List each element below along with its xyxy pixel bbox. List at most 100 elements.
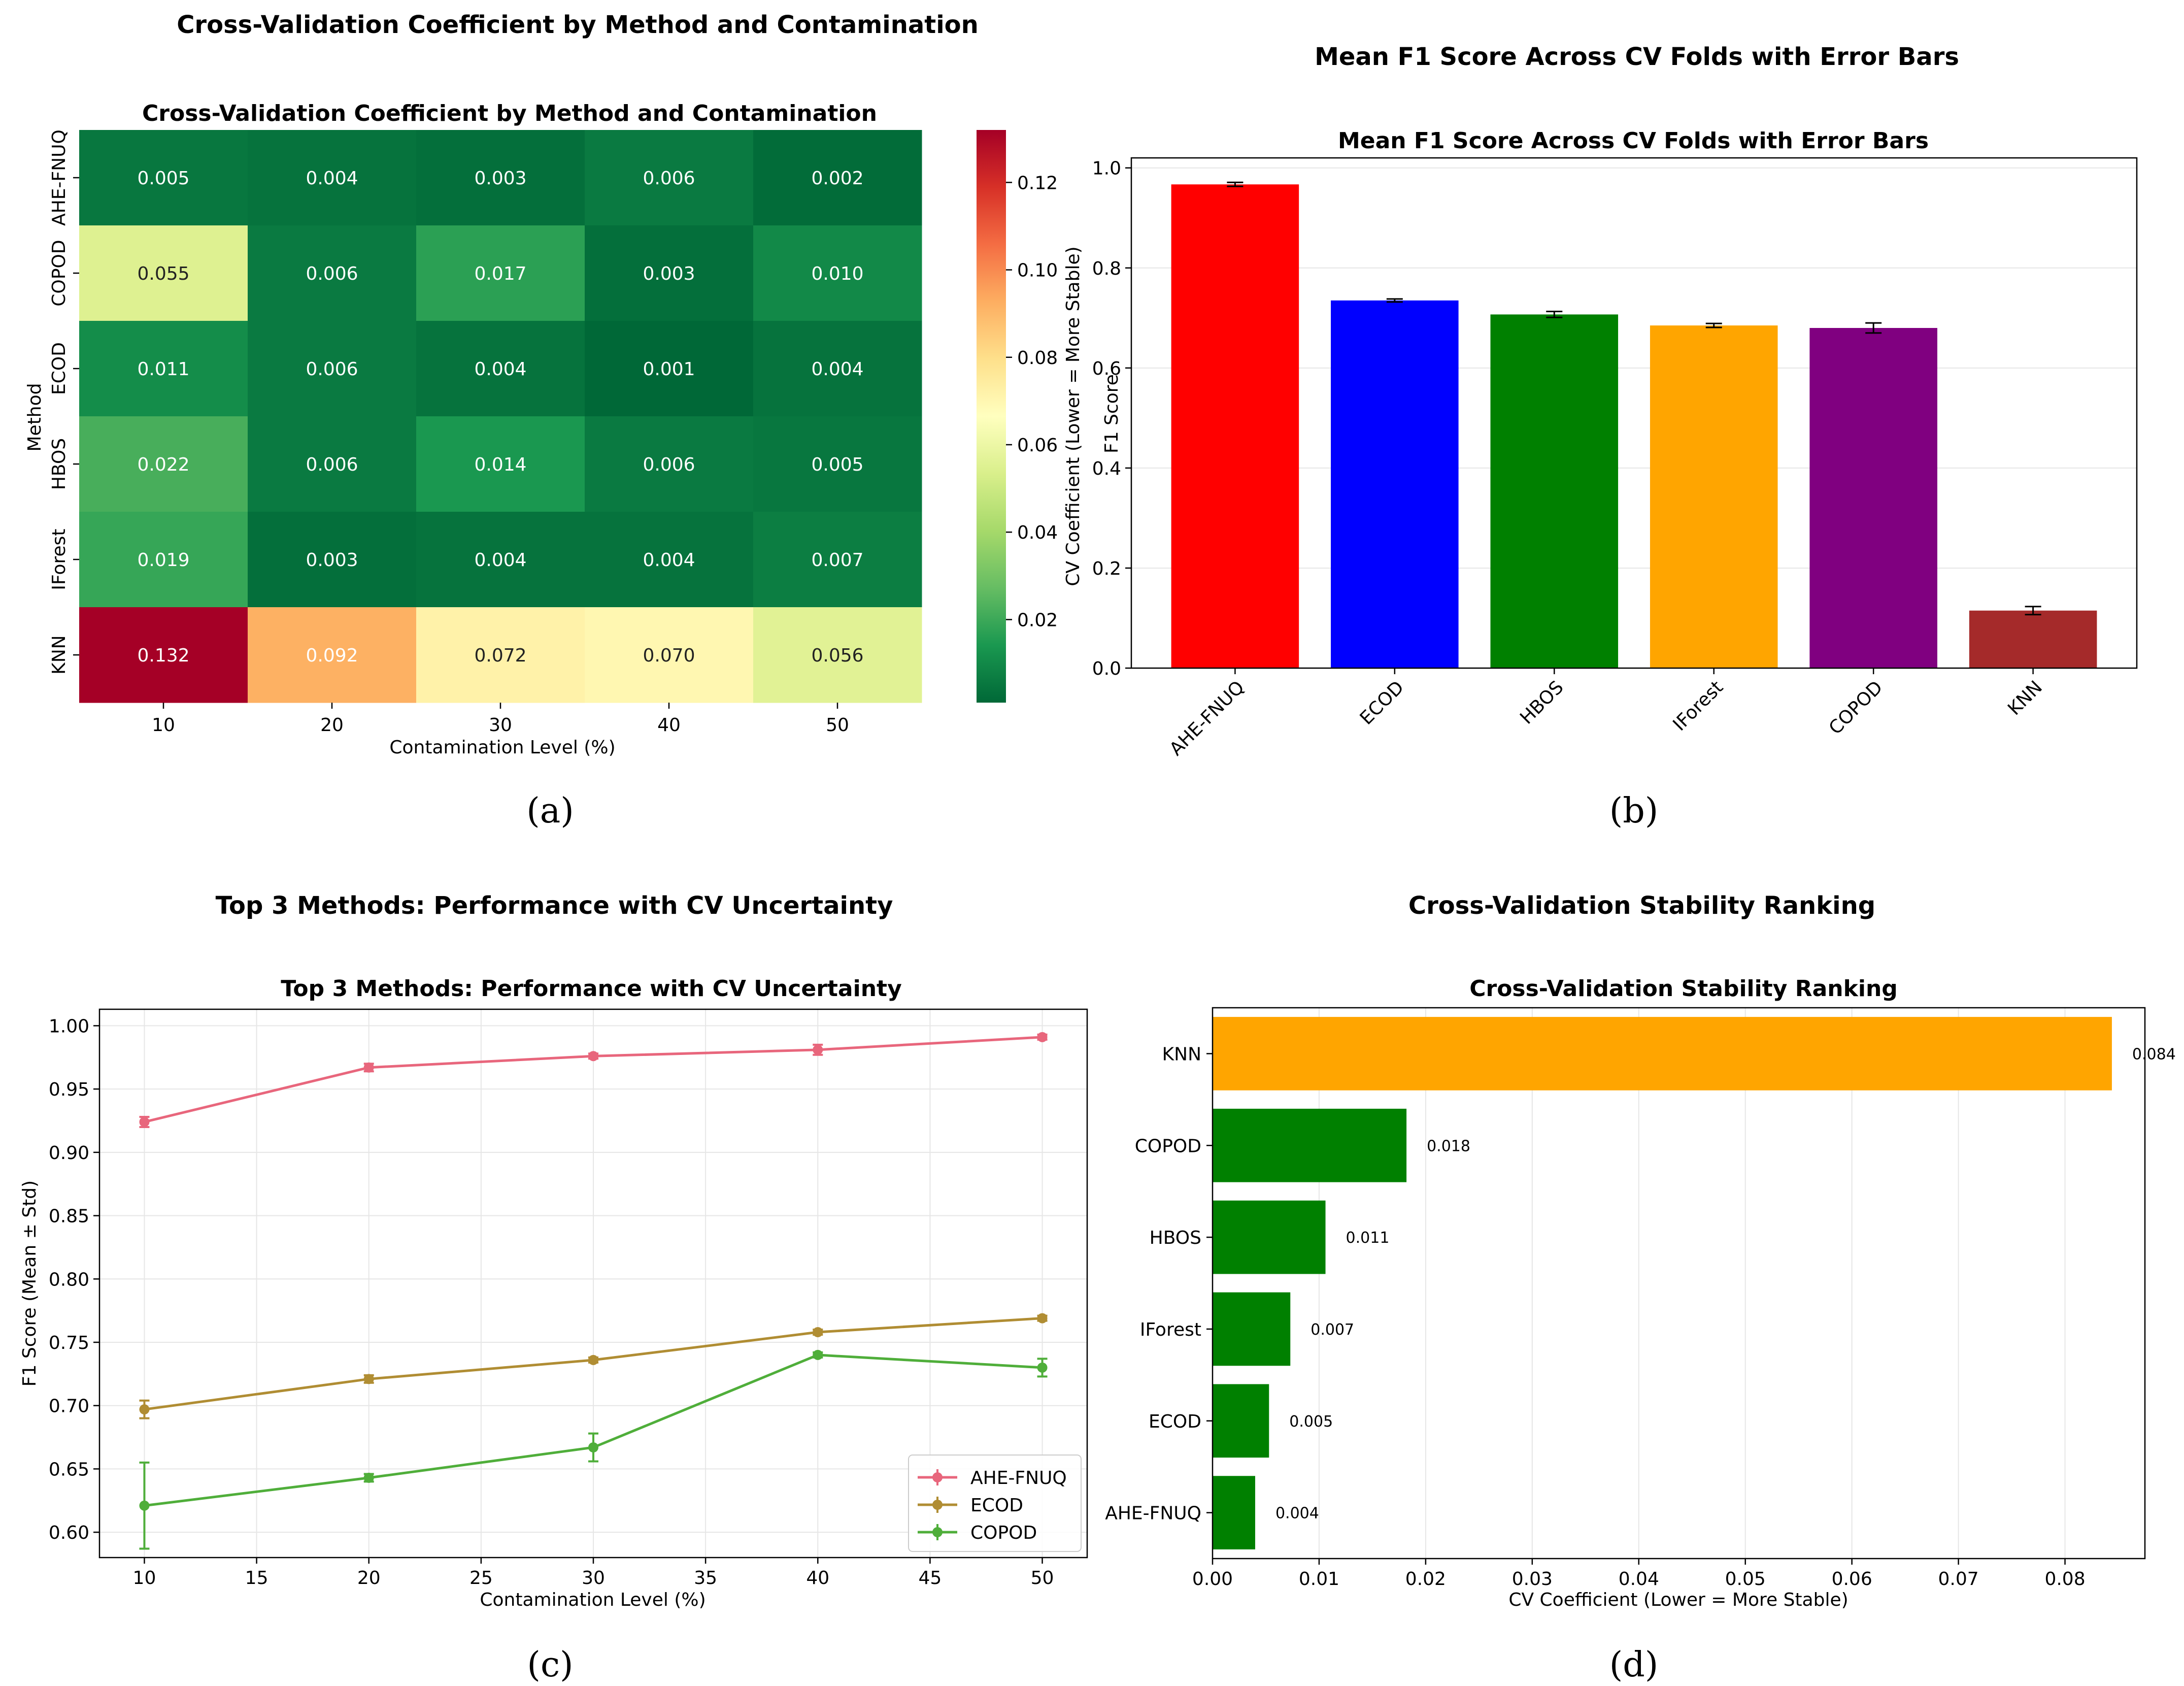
stability-value-label: 0.018 [1427,1137,1470,1155]
stability-x-tick-label: 0.08 [2044,1569,2085,1590]
stability-x-ticks: 0.00 0.01 0.02 0.03 0.04 0.05 0.06 0.07 0.08 [1192,1559,2086,1590]
f1-bar [1490,314,1619,668]
f1-bar-y-tick-label: 0.0 [1092,658,1121,679]
f1-bar-y-label: F1 Score [1101,374,1122,453]
heatmap-cell-label: 0.005 [137,168,189,189]
stability-bars [1213,1017,2112,1549]
heatmap-x-tick-label: 50 [826,715,849,736]
heatmap-cell [79,321,248,417]
panel-label-b: (b) [1609,791,1659,831]
heatmap-cell-label: 0.004 [643,550,695,571]
heatmap-cell-label: 0.003 [306,550,358,571]
heatmap-cell [753,130,922,226]
line-y-tick-label: 0.65 [49,1459,89,1480]
stability-y-tick-label: ECOD [1149,1411,1201,1432]
heatmap-cell-label: 0.006 [306,454,358,475]
line-legend: AHE-FNUQ ECOD COPOD [908,1454,1082,1552]
f1-bar-x-tick-label: COPOD [1825,677,1887,739]
stability-y-tick-label: HBOS [1150,1228,1201,1248]
stability-x-tick-label: 0.03 [1512,1569,1553,1590]
heatmap-cell [79,416,248,512]
legend-label-ahe-fnuq: AHE-FNUQ [970,1468,1067,1489]
heatmap-cell [79,225,248,321]
stability-bar [1213,1292,1291,1366]
heatmap-cell-label: 0.072 [474,645,526,666]
heatmap-title: Cross-Validation Coefficient by Method a… [142,101,877,126]
f1-bar-suptitle: Mean F1 Score Across CV Folds with Error… [1315,43,1959,71]
heatmap-cell [585,130,754,226]
heatmap-cell [248,416,417,512]
heatmap-cell [585,512,754,608]
line-y-ticks: 0.60 0.65 0.70 0.75 0.80 0.85 0.90 0.95 1.00 [49,1016,99,1543]
heatmap-y-tick-label: KNN [49,635,70,674]
heatmap-cell-labels: 0.005 0.004 0.003 0.006 0.002 0.055 0.006 0.017… [137,168,863,666]
f1-bar-panel: Mean F1 Score Across CV Folds with Error… [1092,43,2138,831]
line-point [363,1062,374,1073]
stability-bar [1213,1384,1269,1458]
stability-panel: Cross-Validation Stability Ranking Cross… [1105,891,2176,1685]
heatmap-cell-label: 0.006 [306,263,358,284]
heatmap-x-tick-label: 10 [152,715,175,736]
line-point [139,1500,150,1511]
heatmap-cell-label: 0.003 [643,263,695,284]
heatmap-y-label: Method [24,383,45,451]
line-y-tick-label: 0.75 [49,1333,89,1353]
stability-grid [1212,1008,2066,1559]
stability-suptitle: Cross-Validation Stability Ranking [1408,891,1875,920]
line-x-tick-label: 40 [806,1568,829,1589]
f1-bar [1650,325,1778,668]
heatmap-cell-label: 0.132 [137,645,189,666]
stability-value-label: 0.084 [2132,1045,2176,1063]
stability-value-label: 0.007 [1311,1321,1354,1339]
heatmap-cell [416,225,585,321]
heatmap-cell-label: 0.011 [137,359,189,380]
line-point [363,1374,374,1384]
stability-bar [1213,1476,1255,1549]
heatmap-cell-label: 0.010 [811,263,863,284]
heatmap-cell-label: 0.006 [643,168,695,189]
heatmap-cell [248,607,417,703]
heatmap-y-tick-label: ECOD [49,342,70,395]
stability-x-label: CV Coefficient (Lower = More Stable) [1508,1590,1848,1610]
colorbar-label: CV Coefficient (Lower = More Stable) [1063,246,1084,586]
panel-label-c: (c) [527,1645,573,1685]
colorbar-tick-label: 0.10 [1017,260,1058,281]
heatmap-cell-label: 0.070 [643,645,695,666]
colorbar-ticks: 0.02 0.04 0.06 0.08 0.10 0.12 [1006,173,1058,631]
line-x-tick-label: 35 [694,1568,717,1589]
stability-y-ticks: KNN COPOD HBOS IForest ECOD AHE-FNUQ [1105,1044,1213,1524]
heatmap-suptitle: Cross-Validation Coefficient by Method a… [177,11,979,39]
line-x-tick-label: 20 [357,1568,381,1589]
heatmap-cell [248,130,417,226]
heatmap-cell [585,607,754,703]
heatmap-cell [585,225,754,321]
heatmap-cell [416,607,585,703]
f1-bar-y-tick-label: 0.2 [1092,558,1121,579]
panel-label-d: (d) [1609,1645,1659,1685]
heatmap-cell-label: 0.007 [811,550,863,571]
heatmap-y-ticks: AHE-FNUQ COPOD ECOD HBOS IForest KNN [49,129,79,675]
f1-bar-y-tick-label: 0.4 [1092,458,1121,479]
stability-y-tick-label: IForest [1140,1319,1201,1340]
line-x-tick-label: 50 [1031,1568,1054,1589]
line-point [139,1116,150,1127]
heatmap-cell [753,225,922,321]
legend-box [908,1454,1082,1552]
legend-label-ecod: ECOD [970,1495,1023,1516]
f1-error-bars [1227,181,2041,616]
heatmap-x-label: Contamination Level (%) [389,737,615,758]
f1-bar-x-tick-label: ECOD [1356,677,1408,729]
heatmap-cell [753,607,922,703]
heatmap-cell-label: 0.006 [643,454,695,475]
heatmap-cell-label: 0.022 [137,454,189,475]
stability-value-label: 0.005 [1289,1413,1333,1431]
line-x-tick-label: 25 [469,1568,493,1589]
f1-bar-x-tick-label: AHE-FNUQ [1166,677,1249,759]
line-suptitle: Top 3 Methods: Performance with CV Uncer… [216,891,893,920]
heatmap-cell [753,416,922,512]
line-panel: Top 3 Methods: Performance with CV Uncer… [19,891,1088,1685]
line-point [588,1442,598,1453]
heatmap-cell [248,512,417,608]
line-point [1037,1362,1048,1373]
f1-bar [1171,184,1299,668]
